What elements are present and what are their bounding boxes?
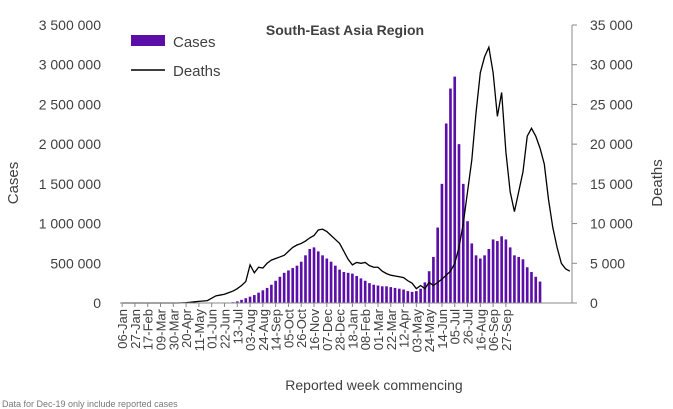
cases-bar [360,278,363,303]
cases-bar [279,277,282,303]
cases-bar [458,144,461,303]
cases-bar [244,298,247,303]
chart-title: South-East Asia Region [266,22,424,38]
cases-bar [372,285,375,303]
cases-bar [364,281,367,303]
cases-bar [334,266,337,303]
cases-bar [453,77,456,303]
cases-bar [513,255,516,303]
cases-bar [419,289,422,303]
left-y-tick-label: 3 500 000 [39,17,101,33]
cases-bar [317,251,320,303]
cases-bar [500,236,503,303]
cases-bar [436,228,439,303]
cases-bar [377,286,380,303]
cases-bar [300,262,303,303]
cases-bar [492,239,495,303]
left-y-tick-label: 500 000 [50,255,101,271]
left-y-tick-label: 1 500 000 [39,176,101,192]
cases-bar [385,286,388,303]
cases-bar [330,262,333,303]
cases-bar [274,281,277,303]
cases-bar [534,277,537,303]
left-y-tick-label: 0 [93,295,101,311]
right-y-tick-label: 25 000 [590,96,633,112]
cases-bar [262,290,265,303]
right-y-tick-label: 30 000 [590,57,633,73]
legend-deaths-label: Deaths [173,63,221,80]
cases-bar [424,282,427,303]
legend-cases-label: Cases [173,34,216,51]
cases-bar [466,221,469,303]
cases-bar [389,287,392,303]
cases-bar [539,282,542,303]
cases-bar [479,259,482,303]
x-axis: 06-Jan27-Jan17-Feb09-Mar30-Mar20-Apr11-M… [115,303,514,352]
cases-bar [257,293,260,303]
cases-bar [488,249,491,303]
x-axis-label: Reported week commencing [285,377,462,393]
cases-bar [526,267,529,303]
cases-bar [308,249,311,303]
cases-bar [291,268,294,303]
cases-bar [253,295,256,303]
cases-bar [266,288,269,303]
cases-bar [313,247,316,303]
right-y-axis-label: Deaths [649,159,666,207]
cases-bar [462,184,465,303]
right-y-tick-label: 15 000 [590,176,633,192]
cases-bar [407,291,410,303]
cases-bar [398,289,401,303]
cases-bar [368,283,371,303]
cases-bar [415,291,418,303]
right-y-tick-label: 0 [590,295,598,311]
cases-bar [475,255,478,303]
left-y-tick-label: 1 000 000 [39,216,101,232]
cases-bar [347,273,350,303]
cases-bar [304,255,307,303]
cases-bar [270,285,273,303]
cases-bar [394,288,397,303]
right-y-tick-label: 20 000 [590,136,633,152]
cases-bar [355,276,358,303]
cases-bars [227,77,541,303]
cases-bar [402,290,405,304]
cases-bar [517,257,520,303]
cases-bar [496,241,499,303]
left-y-tick-label: 2 000 000 [39,136,101,152]
cases-bar [321,255,324,303]
cases-bar [381,286,384,303]
cases-bar [509,247,512,303]
right-y-tick-label: 10 000 [590,216,633,232]
legend-cases-swatch [131,35,165,46]
cases-bar [505,239,508,303]
cases-bar [296,266,299,303]
cases-bar [483,255,486,303]
cases-bar [428,271,431,303]
cases-bar [343,272,346,303]
cases-bar [287,270,290,303]
legend: Cases Deaths [131,34,221,80]
cases-bar [351,274,354,303]
left-y-axis-label: Cases [5,162,22,205]
right-y-tick-label: 5 000 [590,255,625,271]
right-y-axis: 0 5 000 10 000 15 000 20 000 25 000 30 000 35 0… [572,17,633,311]
cases-bar [530,272,533,303]
cases-bar [338,270,341,303]
left-y-tick-label: 2 500 000 [39,96,101,112]
x-tick-label: 27-Sep [499,309,514,351]
cases-bar [441,184,444,303]
cases-bar [283,273,286,303]
cases-bar [470,243,473,303]
cases-bar [522,259,525,303]
cases-bar [411,292,414,303]
cases-bar [325,259,328,303]
right-y-tick-label: 35 000 [590,17,633,33]
cases-bar [432,257,435,303]
cases-bar [249,297,252,303]
left-y-axis: 0 500 000 1 000 000 1 500 000 2 000 000 2 500… [39,17,102,311]
left-y-tick-label: 3 000 000 [39,57,101,73]
